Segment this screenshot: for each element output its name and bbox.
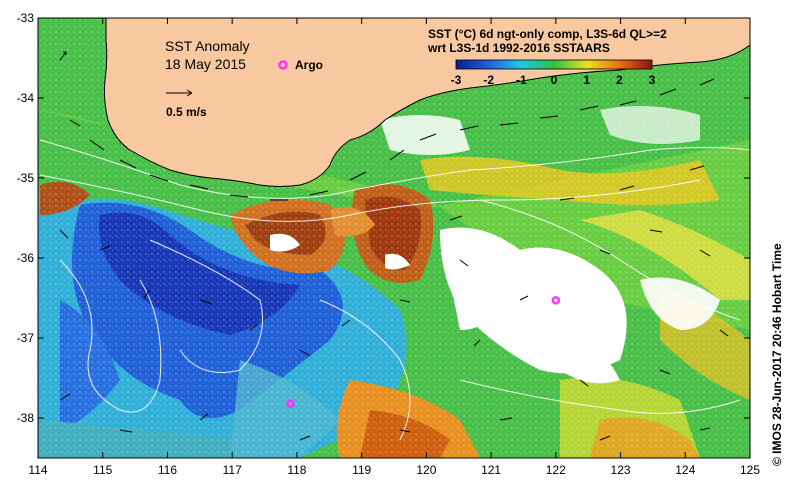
colorbar-tick-label: 3 bbox=[649, 73, 656, 87]
colorbar-tick-label: -2 bbox=[483, 73, 494, 87]
map-title: SST Anomaly bbox=[165, 38, 250, 54]
x-tick-label: 116 bbox=[158, 463, 177, 477]
x-tick-label: 121 bbox=[481, 463, 501, 477]
x-tick-label: 124 bbox=[675, 463, 695, 477]
scale-label: 0.5 m/s bbox=[166, 105, 207, 119]
colorbar-title-line2: wrt L3S-1d 1992-2016 SSTAARS bbox=[427, 41, 610, 55]
argo-float-marker bbox=[286, 399, 295, 408]
x-tick-label: 115 bbox=[93, 463, 112, 477]
y-tick-label: -37 bbox=[17, 331, 35, 345]
y-tick-label: -35 bbox=[17, 171, 35, 185]
argo-legend: Argo bbox=[278, 58, 323, 72]
colorbar-gradient bbox=[455, 59, 653, 70]
colorbar-title-line1: SST (°C) 6d ngt-only comp, L3S-6d QL>=2 bbox=[428, 27, 667, 41]
map-date: 18 May 2015 bbox=[165, 56, 246, 72]
x-tick-label: 114 bbox=[28, 463, 47, 477]
colorbar-tick-label: 2 bbox=[616, 73, 623, 87]
sst-field bbox=[38, 18, 750, 458]
argo-marker-icon bbox=[278, 60, 288, 70]
ssh-contours bbox=[39, 139, 750, 441]
argo-floats bbox=[286, 296, 561, 408]
colorbar-tick-label: -1 bbox=[516, 73, 527, 87]
x-tick-label: 117 bbox=[223, 463, 242, 477]
x-tick-label: 119 bbox=[352, 463, 371, 477]
colorbar-tick-label: 1 bbox=[583, 73, 590, 87]
colorbar: SST (°C) 6d ngt-only comp, L3S-6d QL>=2 … bbox=[427, 27, 667, 87]
colorbar-tick-label: 0 bbox=[551, 73, 558, 87]
velocity-scale: 0.5 m/s bbox=[166, 89, 207, 119]
x-tick-label: 123 bbox=[611, 463, 631, 477]
x-tick-label: 120 bbox=[416, 463, 436, 477]
y-axis: -33-34-35-36-37-38 bbox=[17, 11, 750, 425]
y-tick-label: -36 bbox=[17, 251, 35, 265]
x-tick-label: 125 bbox=[740, 463, 760, 477]
velocity-arrows bbox=[59, 51, 729, 441]
x-axis: 114 115 116 117 118 119 120 121 122 123 124 125 bbox=[28, 18, 760, 477]
y-tick-label: -38 bbox=[17, 411, 35, 425]
y-tick-label: -33 bbox=[17, 11, 35, 25]
x-tick-label: 122 bbox=[546, 463, 566, 477]
credit-text: © IMOS 28-Jun-2017 20:46 Hobart Time bbox=[770, 243, 784, 466]
x-tick-label: 118 bbox=[287, 463, 306, 477]
plot-frame bbox=[37, 17, 751, 459]
y-tick-label: -34 bbox=[17, 91, 35, 105]
argo-float-marker bbox=[551, 296, 561, 305]
colorbar-tick-label: -3 bbox=[451, 73, 462, 87]
argo-legend-label: Argo bbox=[295, 58, 323, 72]
